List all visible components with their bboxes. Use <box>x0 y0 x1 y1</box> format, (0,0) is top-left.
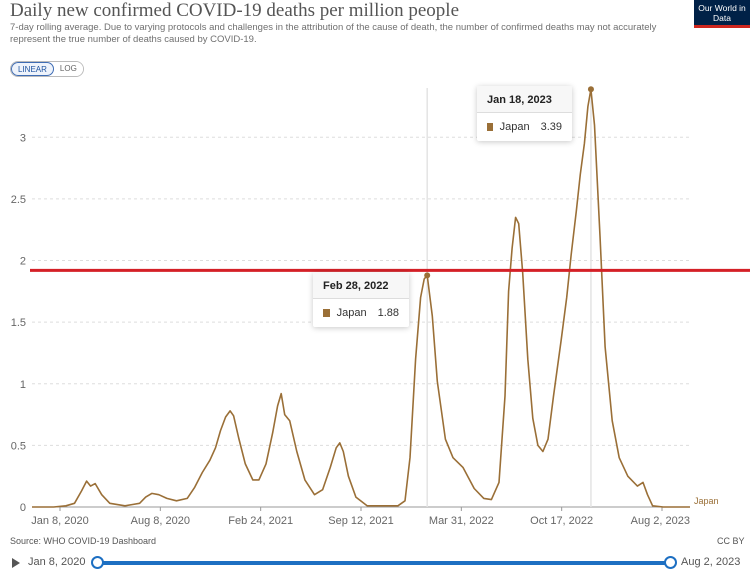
linear-scale-button[interactable]: LINEAR <box>11 62 54 76</box>
hover-point-marker <box>587 86 594 93</box>
tooltip-jan-2023: Jan 18, 2023 Japan 3.39 <box>477 86 572 141</box>
y-tick-label: 0 <box>20 502 26 514</box>
y-tick-label: 3 <box>20 132 26 144</box>
chart-title: Daily new confirmed COVID-19 deaths per … <box>10 0 460 21</box>
timeline-slider: Jan 8, 2020 Aug 2, 2023 <box>0 553 750 574</box>
series-swatch <box>323 309 330 317</box>
x-tick-label: Aug 8, 2020 <box>131 515 190 527</box>
timeline-start-handle[interactable] <box>91 556 104 569</box>
y-tick-label: 1.5 <box>11 317 26 329</box>
tooltip-date: Jan 18, 2023 <box>477 86 572 113</box>
x-tick-label: Aug 2, 2023 <box>631 515 690 527</box>
x-tick-label: Mar 31, 2022 <box>429 515 494 527</box>
timeline-end-handle[interactable] <box>664 556 677 569</box>
owid-logo[interactable]: Our World in Data <box>694 0 750 28</box>
hover-point-marker <box>424 272 431 279</box>
play-icon[interactable] <box>12 558 20 568</box>
tooltip-entity: Japan <box>499 121 530 133</box>
series-end-label: Japan <box>694 496 719 506</box>
tooltip-entity: Japan <box>336 307 367 319</box>
y-tick-label: 0.5 <box>11 440 26 452</box>
x-tick-label: Oct 17, 2022 <box>530 515 593 527</box>
timeline-start-label: Jan 8, 2020 <box>28 556 86 568</box>
chart-subtitle: 7-day rolling average. Due to varying pr… <box>10 22 657 45</box>
timeline-end-label: Aug 2, 2023 <box>681 556 741 568</box>
x-tick-label: Feb 24, 2021 <box>228 515 293 527</box>
x-tick-label: Sep 12, 2021 <box>328 515 393 527</box>
tooltip-value: 1.88 <box>377 307 399 319</box>
x-tick-label: Jan 8, 2020 <box>31 515 89 527</box>
source-note[interactable]: Source: WHO COVID-19 Dashboard <box>10 536 157 546</box>
series-line-japan <box>32 88 690 508</box>
license-link[interactable]: CC BY <box>717 536 745 546</box>
tooltip-value: 3.39 <box>540 121 562 133</box>
tooltip-date: Feb 28, 2022 <box>313 272 409 299</box>
scale-toggle: LINEAR LOG <box>10 61 84 77</box>
timeline-track[interactable] <box>97 561 670 565</box>
log-scale-button[interactable]: LOG <box>53 62 83 76</box>
y-tick-label: 2.5 <box>11 194 26 206</box>
y-tick-label: 2 <box>20 256 26 268</box>
y-tick-label: 1 <box>20 379 26 391</box>
tooltip-feb-2022: Feb 28, 2022 Japan 1.88 <box>313 272 409 327</box>
series-swatch <box>487 123 493 131</box>
